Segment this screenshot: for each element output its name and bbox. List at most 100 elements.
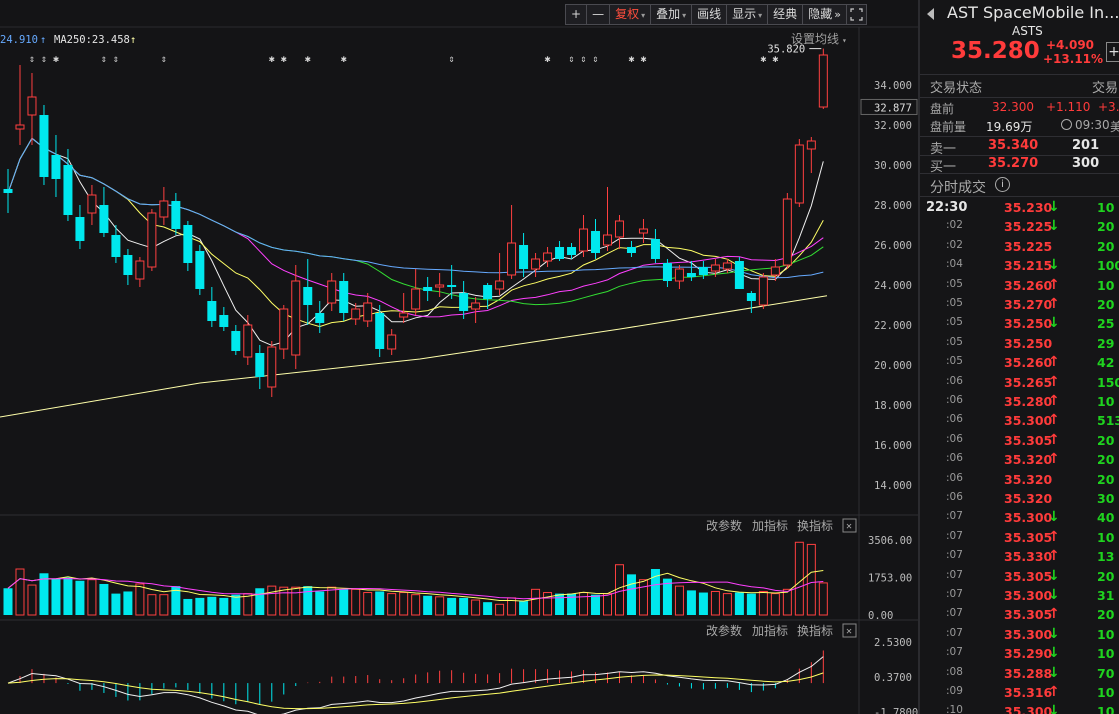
candle-body: [399, 312, 409, 318]
arrow-up-icon: ↑: [1048, 528, 1060, 545]
candle-body: [111, 235, 121, 257]
panel-divider[interactable]: [918, 0, 920, 714]
arrow-down-icon: ↓: [1048, 199, 1060, 215]
add-watchlist-button[interactable]: +: [1106, 42, 1119, 62]
divider: [920, 136, 1119, 137]
classic-button[interactable]: 经典: [767, 4, 804, 25]
bid-volume: 300: [1072, 156, 1100, 171]
candle-body: [39, 115, 49, 177]
display-button[interactable]: 显示 ▾: [726, 4, 769, 25]
tick-volume: 20: [1097, 568, 1115, 584]
divider: [920, 97, 1119, 98]
tick-row: 22:30 35.230 ↓ 10: [920, 199, 1119, 218]
candle-body: [423, 287, 433, 291]
tick-volume: 10: [1097, 626, 1115, 642]
macd-tick-label: 0.3700: [874, 672, 912, 684]
macd_panel-add-button[interactable]: 加指标: [752, 623, 788, 638]
arrow-down-icon: ↓: [1048, 218, 1060, 235]
tick-row: :08 35.288 ↓ 70: [920, 665, 1119, 684]
arrow-up-icon: ↑: [1048, 373, 1060, 390]
tick-price: 35.305: [1004, 529, 1053, 545]
volume_panel-swap-button[interactable]: 换指标: [797, 518, 833, 533]
volume-bar: [686, 590, 696, 615]
volume-bar: [327, 586, 337, 616]
split-marker-icon: ⇕: [41, 54, 47, 65]
macd_panel-params-button[interactable]: 改参数: [706, 623, 742, 638]
volume-bar: [39, 573, 49, 615]
adjust-button[interactable]: 复权 ▾: [609, 4, 652, 25]
candle-body: [686, 273, 696, 277]
tick-price: 35.320: [1004, 452, 1053, 468]
tick-time: :09: [946, 685, 963, 697]
tick-time: :06: [946, 471, 963, 484]
premarket-volume-label: 盘前量: [930, 120, 967, 134]
volume-bar: [219, 597, 229, 615]
tick-row: :02 35.225 20: [920, 238, 1119, 257]
back-arrow-icon[interactable]: [927, 8, 934, 20]
tick-price: 35.225: [1004, 238, 1053, 254]
draw-line-button[interactable]: 画线: [691, 4, 728, 25]
double-chevron-right-icon: »: [834, 8, 841, 21]
divider: [920, 74, 1119, 75]
info-icon[interactable]: i: [995, 177, 1010, 192]
candle-body: [195, 251, 205, 289]
tick-row: :10 35.300 ↓ 10: [920, 703, 1119, 714]
tick-volume: 20: [1097, 238, 1115, 254]
split-marker-icon: ⇕: [569, 54, 575, 65]
price-tick-label: 18.000: [874, 400, 912, 412]
candle-body: [435, 284, 445, 288]
tick-time: :06: [946, 413, 963, 426]
current-price-box: [860, 98, 918, 115]
volume-bar: [674, 585, 684, 616]
arrow-down-icon: ↓: [1048, 664, 1060, 681]
hide-button[interactable]: 隐藏»: [802, 4, 847, 25]
kline-chart[interactable]: 34.000 32.000 30.000 28.000 26.000 24.000 22.0…: [0, 0, 918, 714]
tick-price: 35.305: [1004, 432, 1053, 448]
price-tick-label: 34.000: [874, 80, 912, 92]
arrow-down-icon: ↓: [1048, 645, 1060, 662]
tick-volume: 10: [1097, 704, 1115, 714]
volume-bar: [123, 591, 133, 615]
price-tick-label: 32.000: [874, 120, 912, 132]
ma-settings-button[interactable]: 设置均线: [791, 32, 839, 46]
zoom-in-button[interactable]: +: [565, 4, 588, 25]
arrow-down-icon: ↓: [1048, 703, 1060, 714]
arrow-up-icon: ↑: [1048, 451, 1060, 468]
candle-body: [411, 288, 421, 310]
candle-body: [770, 266, 780, 276]
star-marker-icon: ✱: [305, 54, 311, 65]
high-price-label: 35.820: [767, 44, 805, 56]
candle-body: [603, 234, 612, 246]
tick-volume: 10: [1097, 529, 1115, 545]
candle-body: [375, 313, 385, 349]
zoom-out-button[interactable]: —: [586, 4, 611, 25]
chevron-down-icon: ▾: [641, 11, 646, 20]
volume_panel-params-button[interactable]: 改参数: [706, 518, 742, 533]
tick-price: 35.320: [1004, 491, 1053, 506]
candle-body: [638, 228, 648, 234]
overlay-button[interactable]: 叠加 ▾: [650, 4, 693, 25]
candle-body: [51, 155, 61, 179]
tick-price: 35.270: [1004, 297, 1053, 312]
tick-volume: 13: [1097, 549, 1115, 565]
fullscreen-button[interactable]: [845, 4, 867, 25]
tick-price: 35.320: [1004, 471, 1053, 487]
volume-bar: [722, 593, 732, 616]
tick-price: 35.288: [1004, 665, 1053, 681]
chevron-down-icon: ▾: [758, 11, 763, 20]
arrow-up-icon: ↑: [1048, 296, 1060, 312]
volume_panel-add-button[interactable]: 加指标: [752, 518, 788, 533]
split-marker-icon: ⇕: [161, 54, 167, 65]
ticks-list[interactable]: 22:30 35.230 ↓ 10:02 35.225 ↓ 20:02 35.225 20:04…: [920, 199, 1119, 714]
tick-row: :05 35.250 29: [920, 335, 1119, 354]
chart-area: 34.000 32.000 30.000 28.000 26.000 24.000 22.0…: [0, 0, 918, 714]
ma250-legend: MA250:23.458: [54, 34, 130, 46]
tick-time: :04: [946, 258, 963, 271]
volume-bar: [111, 593, 121, 615]
price-tick-label: 26.000: [874, 240, 912, 252]
macd_panel-swap-button[interactable]: 换指标: [797, 623, 833, 638]
trade-status-label-2: 交易: [1092, 81, 1119, 96]
volume-bar: [483, 602, 493, 615]
tick-time: :05: [946, 277, 963, 290]
volume-bar: [3, 588, 13, 615]
